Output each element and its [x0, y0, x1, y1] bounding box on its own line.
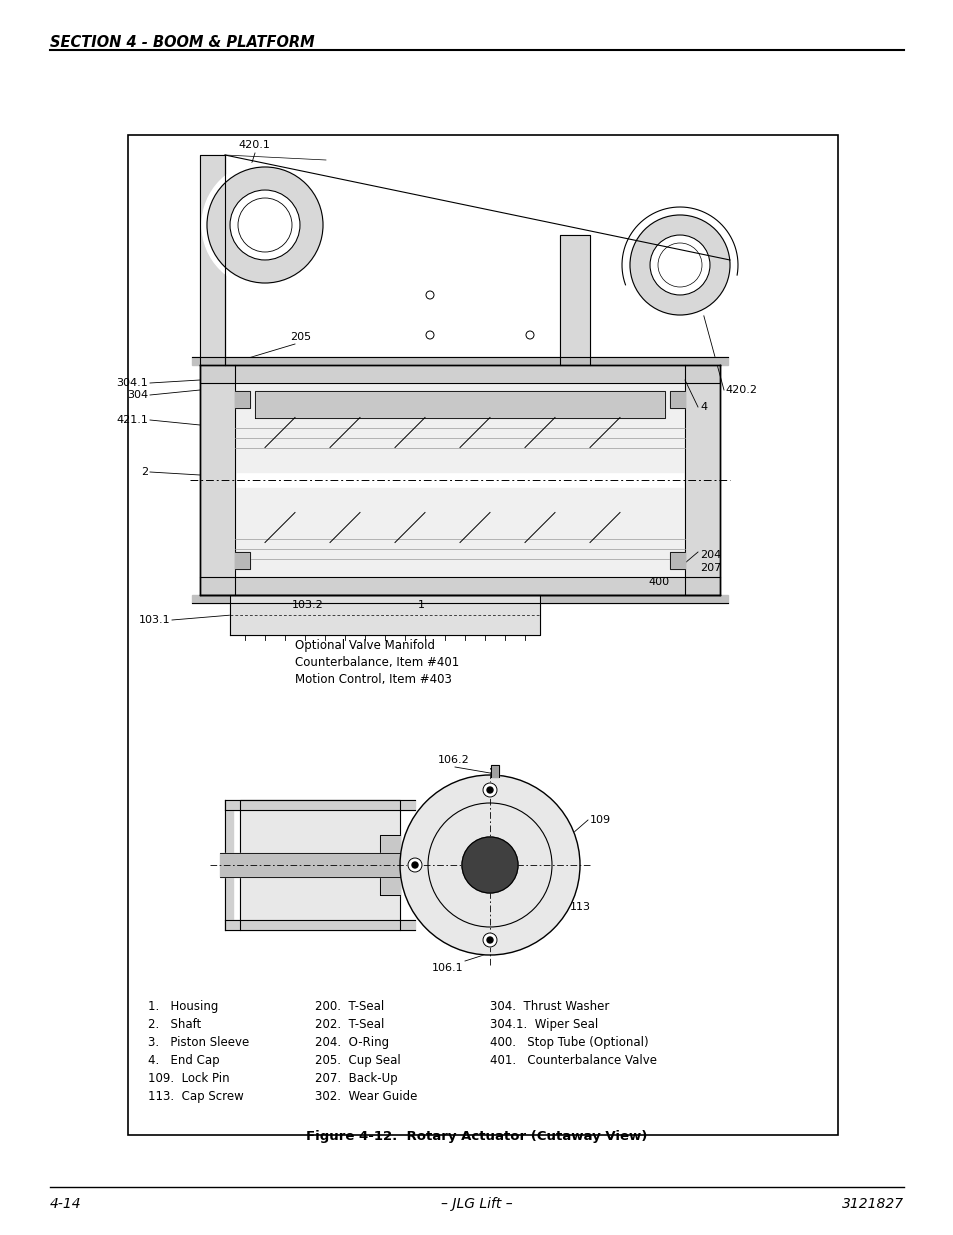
- Polygon shape: [220, 853, 399, 877]
- Text: 204.  O-Ring: 204. O-Ring: [314, 1036, 389, 1049]
- Text: 205: 205: [290, 332, 311, 342]
- Text: Motion Control, Item #403: Motion Control, Item #403: [294, 673, 452, 685]
- Polygon shape: [669, 391, 684, 408]
- Polygon shape: [234, 488, 684, 577]
- Text: 302.  Wear Guide: 302. Wear Guide: [314, 1091, 416, 1103]
- Text: 2: 2: [141, 467, 148, 477]
- Polygon shape: [230, 595, 539, 635]
- Text: 109: 109: [589, 815, 611, 825]
- Circle shape: [482, 932, 497, 947]
- Bar: [128, 135, 837, 1135]
- Circle shape: [399, 776, 579, 955]
- Text: 401.   Counterbalance Valve: 401. Counterbalance Valve: [490, 1053, 657, 1067]
- Polygon shape: [200, 156, 225, 366]
- Text: 103.2: 103.2: [292, 600, 323, 610]
- Polygon shape: [225, 800, 415, 810]
- Polygon shape: [192, 357, 727, 366]
- Text: 2.   Shaft: 2. Shaft: [148, 1018, 201, 1031]
- Text: 205.  Cup Seal: 205. Cup Seal: [314, 1053, 400, 1067]
- Text: 1: 1: [417, 600, 424, 610]
- Circle shape: [412, 862, 417, 868]
- Text: 200.  T-Seal: 200. T-Seal: [314, 1000, 384, 1013]
- Circle shape: [230, 190, 299, 261]
- Circle shape: [482, 783, 497, 797]
- Text: 400.   Stop Tube (Optional): 400. Stop Tube (Optional): [490, 1036, 648, 1049]
- Text: 106.1: 106.1: [432, 963, 463, 973]
- Circle shape: [207, 167, 323, 283]
- Text: 304: 304: [127, 390, 148, 400]
- Polygon shape: [234, 391, 250, 408]
- Text: 420.1: 420.1: [237, 140, 270, 149]
- Text: 207.  Back-Up: 207. Back-Up: [314, 1072, 397, 1086]
- Text: 103.1: 103.1: [138, 615, 170, 625]
- Polygon shape: [200, 366, 234, 595]
- Text: 421.1: 421.1: [116, 415, 148, 425]
- Polygon shape: [200, 577, 720, 595]
- Text: 204: 204: [700, 550, 720, 559]
- Text: 304.1.  Wiper Seal: 304.1. Wiper Seal: [490, 1018, 598, 1031]
- Circle shape: [486, 787, 493, 793]
- Text: 106.2: 106.2: [437, 755, 469, 764]
- Text: 3121827: 3121827: [841, 1197, 903, 1212]
- Polygon shape: [192, 595, 727, 603]
- Text: – JLG Lift –: – JLG Lift –: [440, 1197, 513, 1212]
- Text: 113.  Cap Screw: 113. Cap Screw: [148, 1091, 244, 1103]
- Circle shape: [624, 210, 734, 320]
- Polygon shape: [234, 552, 250, 569]
- Circle shape: [629, 215, 729, 315]
- Text: 4-14: 4-14: [50, 1197, 82, 1212]
- Text: 400: 400: [647, 577, 668, 587]
- Text: 304.  Thrust Washer: 304. Thrust Washer: [490, 1000, 609, 1013]
- Text: 109.  Lock Pin: 109. Lock Pin: [148, 1072, 230, 1086]
- Text: 4.   End Cap: 4. End Cap: [148, 1053, 219, 1067]
- Text: 4: 4: [700, 403, 706, 412]
- Polygon shape: [254, 391, 664, 417]
- Text: 420.2: 420.2: [724, 385, 757, 395]
- Polygon shape: [225, 920, 415, 930]
- Polygon shape: [200, 366, 720, 383]
- Text: Counterbalance, Item #401: Counterbalance, Item #401: [294, 656, 458, 669]
- Text: Optional Valve Manifold: Optional Valve Manifold: [294, 638, 435, 652]
- Circle shape: [461, 837, 517, 893]
- Circle shape: [408, 858, 421, 872]
- Polygon shape: [234, 383, 684, 472]
- Text: SECTION 4 - BOOM & PLATFORM: SECTION 4 - BOOM & PLATFORM: [50, 35, 314, 49]
- Text: 1.   Housing: 1. Housing: [148, 1000, 218, 1013]
- Polygon shape: [240, 800, 399, 930]
- Polygon shape: [684, 366, 720, 595]
- Circle shape: [486, 937, 493, 944]
- Text: 304.1: 304.1: [116, 378, 148, 388]
- Polygon shape: [379, 835, 399, 895]
- Polygon shape: [559, 235, 589, 366]
- Text: 202.  T-Seal: 202. T-Seal: [314, 1018, 384, 1031]
- Text: Figure 4-12.  Rotary Actuator (Cutaway View): Figure 4-12. Rotary Actuator (Cutaway Vi…: [306, 1130, 647, 1144]
- Circle shape: [202, 162, 328, 288]
- Polygon shape: [225, 810, 233, 920]
- Polygon shape: [491, 764, 498, 777]
- Text: 3.   Piston Sleeve: 3. Piston Sleeve: [148, 1036, 249, 1049]
- Text: 207: 207: [700, 563, 720, 573]
- Text: 113: 113: [569, 902, 590, 911]
- Polygon shape: [669, 552, 684, 569]
- Circle shape: [649, 235, 709, 295]
